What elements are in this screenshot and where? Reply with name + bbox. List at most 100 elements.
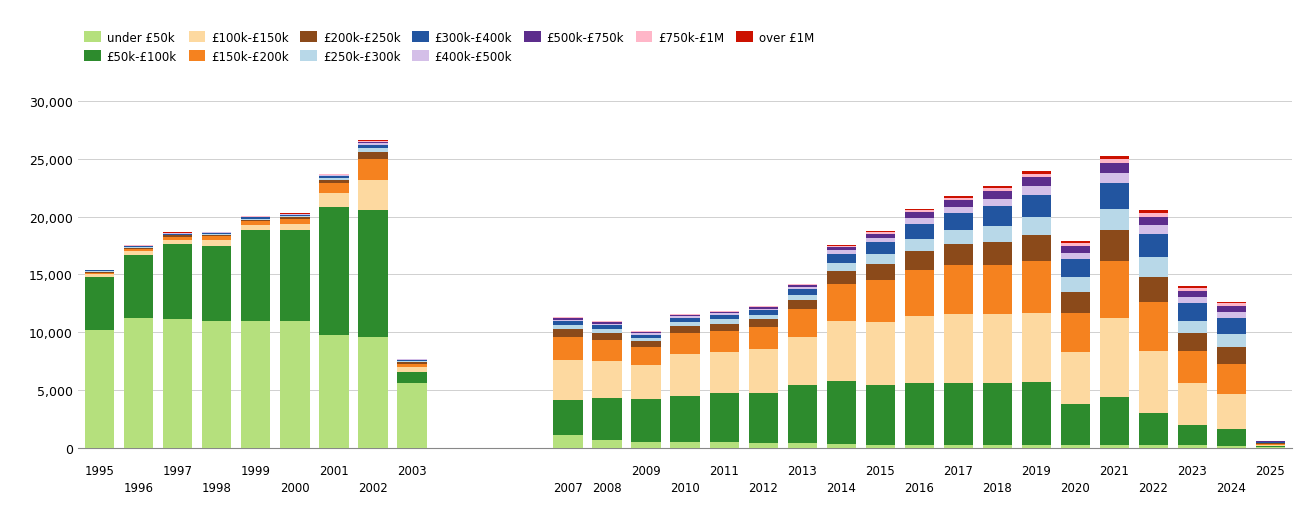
- Bar: [1255, 444, 1285, 445]
- Bar: [202, 234, 231, 235]
- Bar: [553, 322, 583, 326]
- Bar: [749, 311, 778, 316]
- Bar: [1061, 253, 1090, 260]
- Bar: [397, 361, 427, 362]
- Bar: [202, 235, 231, 237]
- Bar: [85, 273, 115, 275]
- Bar: [1216, 312, 1246, 318]
- Bar: [826, 444, 856, 448]
- Bar: [904, 317, 934, 383]
- Bar: [983, 445, 1011, 448]
- Bar: [241, 220, 270, 222]
- Bar: [1100, 261, 1129, 319]
- Text: 2012: 2012: [748, 481, 778, 494]
- Bar: [163, 320, 192, 448]
- Bar: [124, 252, 154, 255]
- Bar: [124, 319, 154, 448]
- Bar: [359, 337, 388, 448]
- Bar: [632, 333, 660, 335]
- Bar: [904, 445, 934, 448]
- Bar: [787, 295, 817, 300]
- Bar: [1178, 351, 1207, 383]
- Bar: [1216, 347, 1246, 364]
- Bar: [983, 207, 1011, 227]
- Bar: [826, 248, 856, 251]
- Bar: [1022, 382, 1051, 445]
- Bar: [865, 386, 895, 445]
- Bar: [749, 309, 778, 311]
- Bar: [359, 210, 388, 337]
- Bar: [1139, 217, 1168, 226]
- Bar: [826, 271, 856, 284]
- Text: 2002: 2002: [358, 481, 388, 494]
- Bar: [944, 245, 974, 266]
- Bar: [983, 189, 1011, 192]
- Bar: [592, 324, 621, 326]
- Bar: [553, 318, 583, 319]
- Bar: [1216, 306, 1246, 312]
- Bar: [359, 143, 388, 144]
- Bar: [710, 320, 739, 324]
- Bar: [202, 321, 231, 448]
- Bar: [1022, 217, 1051, 236]
- Legend: under £50k, £50k-£100k, £100k-£150k, £150k-£200k, £200k-£250k, £250k-£300k, £300: under £50k, £50k-£100k, £100k-£150k, £15…: [85, 32, 814, 64]
- Bar: [592, 341, 621, 361]
- Text: 2011: 2011: [709, 465, 739, 477]
- Bar: [553, 320, 583, 322]
- Text: 2003: 2003: [397, 465, 427, 477]
- Bar: [904, 383, 934, 445]
- Bar: [359, 159, 388, 180]
- Text: 2010: 2010: [671, 481, 699, 494]
- Bar: [320, 177, 348, 179]
- Bar: [1178, 304, 1207, 321]
- Text: 2016: 2016: [904, 481, 934, 494]
- Text: 2009: 2009: [632, 465, 660, 477]
- Bar: [1139, 258, 1168, 277]
- Bar: [749, 306, 778, 307]
- Bar: [1216, 334, 1246, 347]
- Bar: [241, 225, 270, 231]
- Bar: [632, 400, 660, 442]
- Bar: [826, 251, 856, 254]
- Bar: [1178, 288, 1207, 291]
- Bar: [1022, 261, 1051, 313]
- Bar: [85, 330, 115, 448]
- Bar: [1216, 364, 1246, 394]
- Text: 2001: 2001: [318, 465, 348, 477]
- Bar: [85, 272, 115, 273]
- Text: 1997: 1997: [163, 465, 193, 477]
- Text: 2015: 2015: [865, 465, 895, 477]
- Bar: [281, 218, 309, 219]
- Bar: [359, 180, 388, 210]
- Bar: [1061, 244, 1090, 246]
- Bar: [944, 201, 974, 207]
- Bar: [1178, 445, 1207, 448]
- Bar: [553, 326, 583, 330]
- Bar: [359, 141, 388, 142]
- Bar: [1178, 297, 1207, 304]
- Bar: [749, 320, 778, 327]
- Bar: [944, 266, 974, 314]
- Bar: [749, 307, 778, 309]
- Bar: [359, 149, 388, 153]
- Bar: [281, 224, 309, 231]
- Bar: [1255, 446, 1285, 447]
- Bar: [710, 442, 739, 448]
- Bar: [983, 200, 1011, 207]
- Bar: [1139, 302, 1168, 351]
- Bar: [671, 334, 699, 354]
- Bar: [904, 239, 934, 252]
- Text: 2023: 2023: [1177, 465, 1207, 477]
- Bar: [632, 348, 660, 365]
- Bar: [710, 313, 739, 314]
- Bar: [671, 317, 699, 318]
- Bar: [163, 234, 192, 235]
- Bar: [592, 334, 621, 341]
- Text: 1996: 1996: [124, 481, 154, 494]
- Bar: [1255, 443, 1285, 444]
- Bar: [320, 181, 348, 184]
- Bar: [1061, 260, 1090, 277]
- Bar: [944, 231, 974, 245]
- Bar: [1178, 321, 1207, 334]
- Bar: [787, 285, 817, 286]
